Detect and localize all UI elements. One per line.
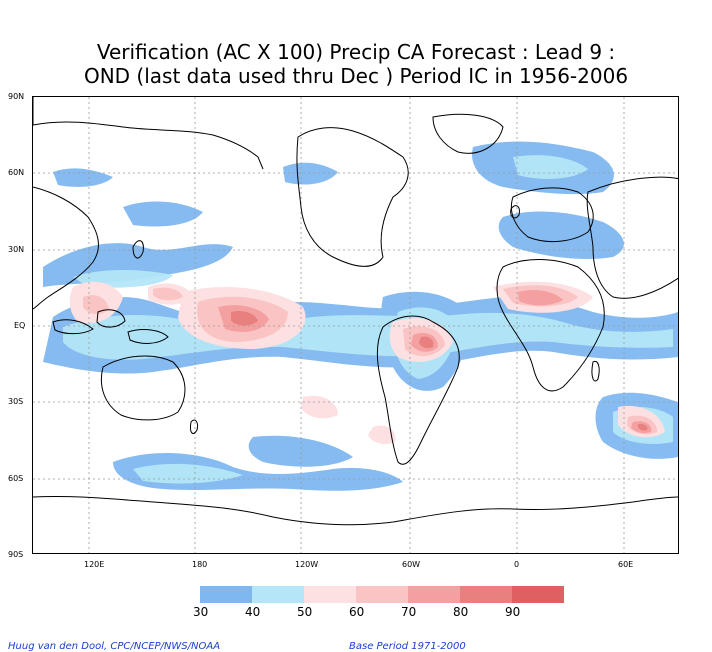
lon-label-180: 180 [192,560,208,569]
legend-swatch-6 [460,586,512,603]
coast-new-guinea [127,329,169,344]
legend-swatch-5 [408,586,460,603]
legend-swatch-3 [304,586,356,603]
coast-borneo [96,309,126,328]
coast-indonesia [52,319,94,335]
field-blob [53,168,113,187]
field-blob [153,287,183,301]
legend-label-60: 60 [349,605,365,619]
field-blob [83,295,109,315]
correlation-field [43,141,678,491]
lat-label-30s: 30S [8,397,24,406]
field-blob [518,289,563,306]
coast-uk [510,205,520,219]
lat-label-30n: 30N [8,245,25,254]
lon-label-60w: 60W [402,560,421,569]
field-blob [133,463,243,484]
field-blob [123,201,203,227]
chart-title-line2: OND (last data used thru Dec ) Period IC… [83,64,629,88]
coastlines [33,97,678,526]
lon-label-60e: 60E [618,560,634,569]
lon-label-120e: 120E [84,560,105,569]
field-blob [63,312,673,360]
field-blob [498,211,624,259]
coast-new-zealand [190,419,198,434]
field-blob [637,423,648,431]
legend-label-90: 90 [505,605,521,619]
field-blob [301,395,338,419]
legend-swatch-1 [200,586,252,603]
coast-japan [132,240,144,259]
field-blob [248,435,353,467]
lon-label-0: 0 [514,560,520,569]
legend-label-40: 40 [245,605,261,619]
coast-australia [100,355,186,421]
coast-greenland [432,113,504,154]
coast-europe [510,187,594,242]
lat-label-90s: 90S [8,550,24,559]
coast-madagascar [591,360,600,382]
legend-label-80: 80 [453,605,469,619]
field-blob [283,162,338,185]
field-blob [419,336,434,349]
map-panel [32,96,679,554]
credit-author: Huug van den Dool, CPC/NCEP/NWS/NOAA [8,641,221,652]
lat-label-90n: 90N [8,92,25,101]
coast-africa [496,259,605,392]
legend-swatch-7 [512,586,564,603]
credit-base-period: Base Period 1971-2000 [349,641,466,652]
world-map [33,97,678,553]
legend-label-50: 50 [297,605,313,619]
coast-north-america [296,127,409,267]
lon-label-120w: 120W [295,560,319,569]
coast-east-asia [33,186,99,310]
field-blob [231,311,258,326]
legend-label-70: 70 [401,605,417,619]
coast-eurasia [33,97,264,170]
legend-swatch-4 [356,586,408,603]
coast-antarctica [33,495,678,526]
lat-label-60s: 60S [8,474,24,483]
lat-label-eq: EQ [14,321,26,330]
coast-south-america [376,315,460,465]
lat-label-60n: 60N [8,168,25,177]
chart-title-line1: Verification (AC X 100) Precip CA Foreca… [96,40,616,64]
coast-asia [586,176,678,299]
legend-swatch-2 [252,586,304,603]
graticule [33,97,678,553]
legend-label-30: 30 [193,605,209,619]
field-blob [368,425,396,445]
